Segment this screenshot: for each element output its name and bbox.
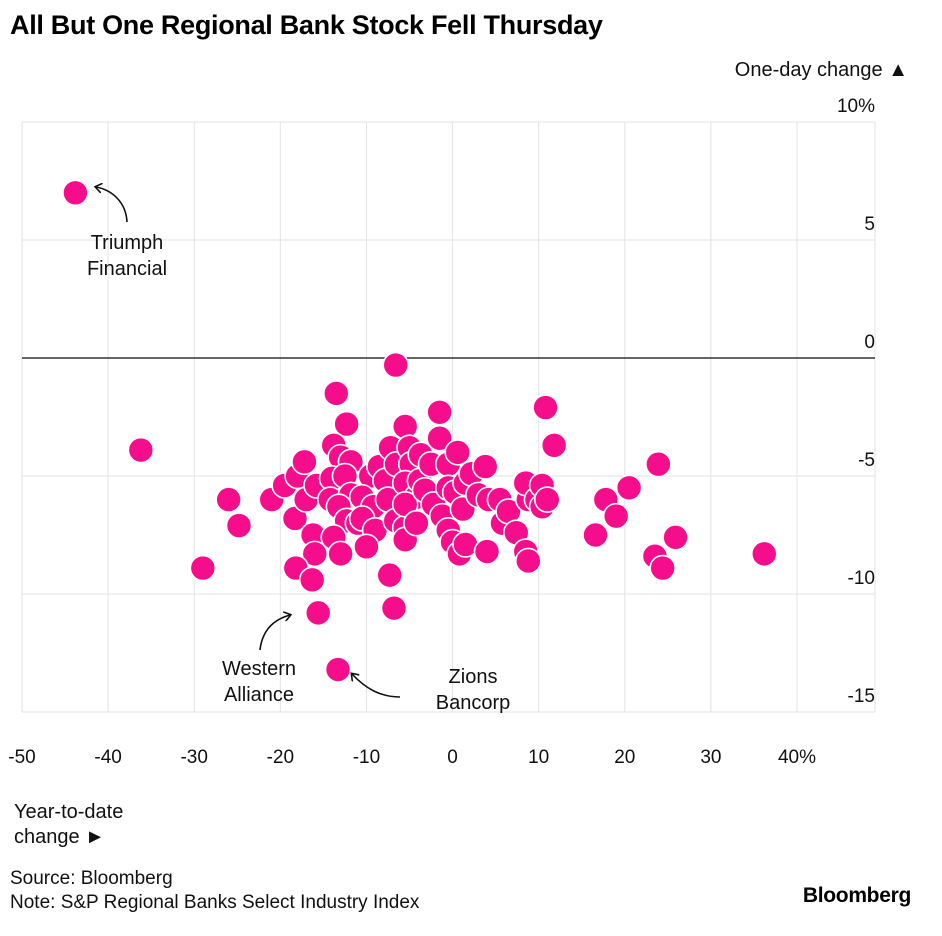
annotation-label: Bancorp <box>436 692 511 714</box>
x-tick-label: -20 <box>267 747 294 768</box>
data-point <box>301 540 329 568</box>
y-tick-label: 5 <box>864 214 875 235</box>
data-point <box>376 561 403 589</box>
annotation-label: Western <box>222 658 296 680</box>
data-point <box>215 486 242 513</box>
data-point <box>473 538 501 565</box>
x-tick-label: 40% <box>778 747 816 768</box>
data-point <box>645 450 672 478</box>
x-tick-label: -30 <box>180 747 207 768</box>
data-point <box>380 594 408 622</box>
data-point <box>327 540 354 568</box>
data-point <box>426 398 453 426</box>
data-point <box>615 474 643 502</box>
data-point <box>444 439 472 466</box>
data-point <box>62 179 89 207</box>
x-axis-label-line-2: change ► <box>14 826 105 848</box>
data-point <box>515 547 542 575</box>
data-point <box>649 554 676 582</box>
data-point <box>750 540 778 568</box>
index-note: Note: S&P Regional Banks Select Industry… <box>10 892 420 913</box>
data-point <box>333 410 360 438</box>
annotation-label: Financial <box>87 258 167 280</box>
x-tick-label: 10 <box>528 747 549 768</box>
x-tick-label: -10 <box>353 747 380 768</box>
data-point <box>323 380 350 407</box>
data-point <box>532 394 559 421</box>
data-point <box>403 509 430 537</box>
x-axis-label-line-1: Year-to-date <box>14 801 124 823</box>
data-point <box>324 656 352 683</box>
y-tick-label: 0 <box>864 332 875 353</box>
x-tick-label: 20 <box>614 747 635 768</box>
data-point <box>662 524 689 551</box>
data-point <box>540 432 568 459</box>
bloomberg-logo: Bloomberg <box>802 884 911 907</box>
annotation-label: Alliance <box>224 684 294 706</box>
data-point <box>225 512 253 539</box>
source-note: Source: Bloomberg <box>10 868 173 889</box>
data-point <box>471 453 499 480</box>
data-point <box>426 424 453 452</box>
annotation-arrow <box>352 674 401 698</box>
annotation-label: Triumph <box>91 232 164 254</box>
x-tick-label: -40 <box>94 747 121 768</box>
data-point <box>382 351 410 379</box>
y-tick-label: -15 <box>848 686 875 707</box>
x-tick-label: 0 <box>447 747 458 768</box>
x-tick-label: -50 <box>8 747 35 768</box>
data-point <box>189 554 217 582</box>
x-tick-label: 30 <box>700 747 721 768</box>
y-tick-label: -10 <box>848 568 875 589</box>
data-points <box>62 179 778 683</box>
y-tick-label: -5 <box>858 450 875 471</box>
data-point <box>353 533 380 561</box>
data-point <box>533 486 561 513</box>
data-point <box>304 599 332 627</box>
data-point <box>291 448 318 476</box>
data-point <box>582 521 609 549</box>
annotation-label: Zions <box>449 666 498 688</box>
y-axis-label: One-day change ▲ <box>734 59 908 81</box>
annotation-arrow <box>96 187 128 223</box>
chart-title: All But One Regional Bank Stock Fell Thu… <box>10 10 603 40</box>
annotations: Triumph Financial Western Alliance Zions Banc… <box>87 187 510 714</box>
y-tick-label: 10% <box>837 96 875 117</box>
tick-labels: -50 -40 -30 -20 -10 0 10 20 30 40% 10% 5 0 -5 -10 -15 <box>8 96 875 768</box>
data-point <box>127 436 155 464</box>
x-axis-label: Year-to-date change ► <box>14 800 123 850</box>
data-point <box>298 566 326 594</box>
data-point <box>602 502 630 530</box>
annotation-arrow <box>259 615 290 651</box>
